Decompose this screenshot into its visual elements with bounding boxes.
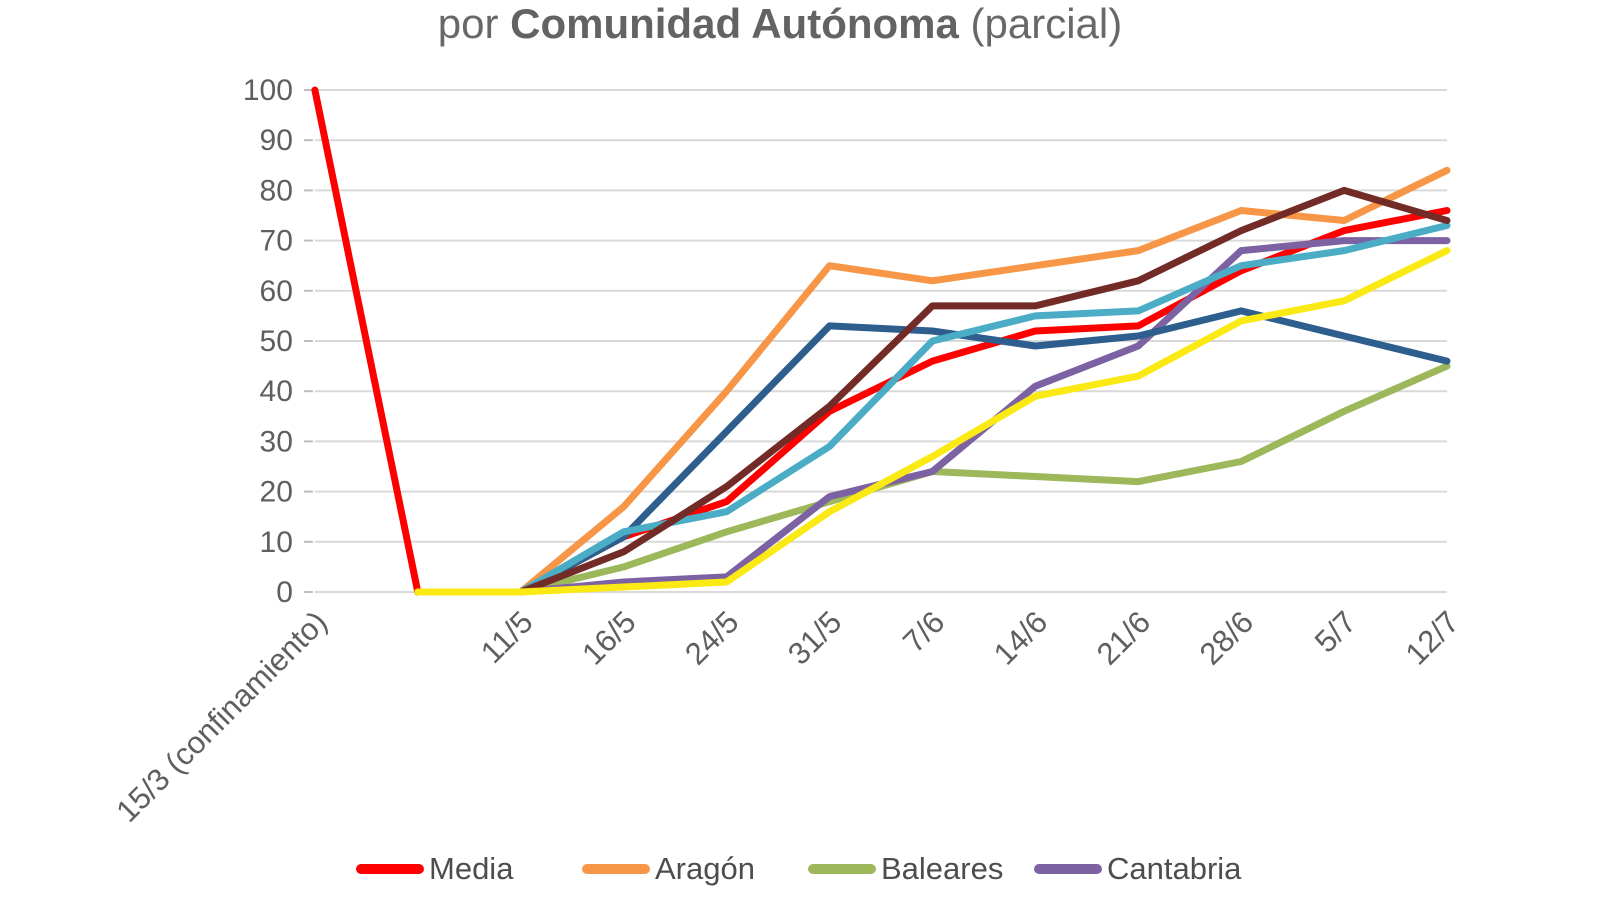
series-line-unnamed-light-blue (414, 222, 1451, 596)
x-axis-label: 15/3 (confinamiento) (109, 604, 334, 829)
chart-legend: Media Aragón Baleares Cantabria (356, 851, 1260, 887)
y-axis-label: 80 (260, 174, 293, 207)
x-axis-label: 31/5 (781, 604, 848, 671)
x-axis-label: 14/6 (987, 604, 1054, 671)
y-axis-label: 60 (260, 275, 293, 308)
legend-item-aragon: Aragón (582, 851, 808, 887)
x-axis-label: 16/5 (575, 604, 642, 671)
x-axis-label: 12/7 (1399, 604, 1466, 671)
legend-swatch-cantabria (1034, 864, 1102, 874)
legend-item-media: Media (356, 851, 582, 887)
y-axis-label: 100 (243, 74, 293, 107)
legend-swatch-media (356, 864, 424, 874)
series-line-cantabria (414, 237, 1451, 596)
x-axis-label: 28/6 (1193, 604, 1260, 671)
legend-label-media: Media (429, 851, 514, 886)
x-axis-label: 24/5 (678, 604, 745, 671)
x-axis-label: 7/6 (896, 604, 951, 659)
y-axis-label: 30 (260, 425, 293, 458)
y-axis-label: 70 (260, 225, 293, 258)
chart-title-bold: Comunidad Autónoma (510, 0, 959, 47)
y-axis-label: 0 (276, 576, 293, 609)
y-axis-label: 20 (260, 476, 293, 509)
y-axis-label: 40 (260, 375, 293, 408)
legend-label-baleares: Baleares (881, 851, 1004, 886)
chart-title-prefix: por (437, 0, 511, 47)
y-axis-label: 90 (260, 124, 293, 157)
legend-label-cantabria: Cantabria (1107, 851, 1242, 886)
series-line-unnamed-dark-maroon (414, 186, 1451, 596)
chart-title-suffix: (parcial) (958, 0, 1123, 47)
chart-title: por Comunidad Autónoma (parcial) (350, 0, 1210, 58)
x-axis-label: 21/6 (1090, 604, 1157, 671)
x-axis-label: 11/5 (474, 604, 540, 670)
legend-item-cantabria: Cantabria (1034, 851, 1260, 887)
legend-label-aragon: Aragón (655, 851, 755, 886)
y-axis-label: 10 (260, 526, 293, 559)
legend-item-baleares: Baleares (808, 851, 1034, 887)
series-line-aragon (414, 166, 1451, 596)
y-axis-label: 50 (260, 325, 293, 358)
legend-swatch-aragon (582, 864, 650, 874)
x-axis-label: 5/7 (1308, 604, 1363, 659)
legend-swatch-baleares (808, 864, 876, 874)
series-line-unnamed-yellow (414, 247, 1451, 596)
